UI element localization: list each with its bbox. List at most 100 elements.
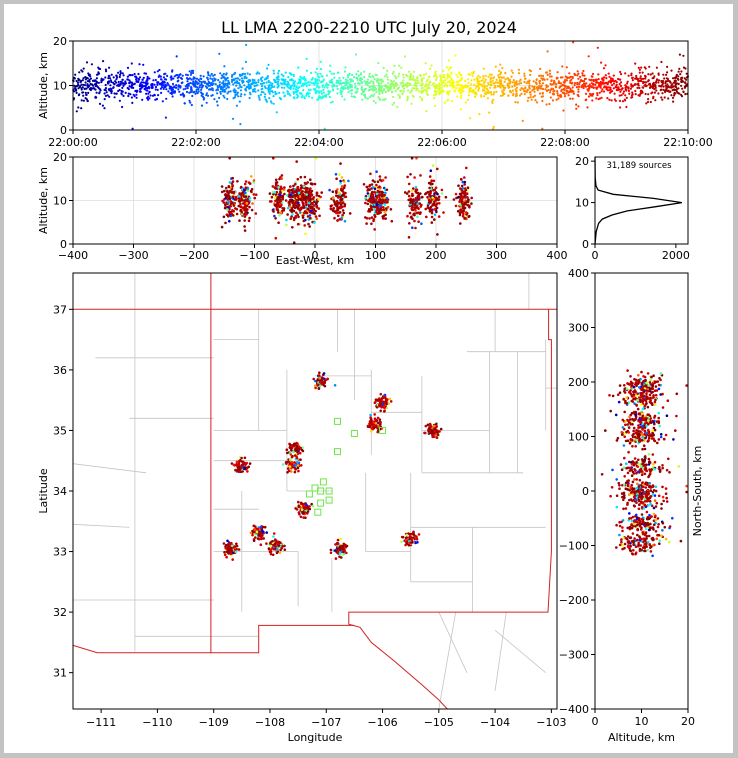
time-height-point [232, 83, 235, 86]
time-height-point [280, 73, 283, 76]
ew-point [243, 229, 247, 232]
time-height-point [188, 70, 191, 73]
ew-point [332, 206, 336, 210]
time-height-point [154, 85, 158, 89]
time-height-point [533, 85, 536, 88]
plan-view-point [433, 427, 437, 431]
ew-point [435, 202, 439, 205]
time-height-point [274, 93, 277, 96]
time-height-point [181, 92, 184, 95]
time-height-point [147, 95, 150, 98]
time-height-point [264, 86, 267, 89]
time-height-point [486, 85, 489, 88]
time-height-point [412, 77, 415, 80]
plan-view-point [379, 423, 382, 426]
time-height-point [267, 88, 270, 91]
time-height-point [384, 90, 387, 94]
time-height-point [639, 75, 642, 78]
time-height-point [200, 81, 203, 84]
time-height-point [665, 77, 669, 80]
time-height-point [454, 54, 457, 57]
time-height-point [207, 80, 210, 84]
time-height-point [383, 98, 386, 101]
time-height-point [102, 60, 105, 63]
station-marker [305, 490, 313, 498]
plan-view-point [323, 384, 327, 388]
time-height-point [157, 81, 160, 84]
plan-view-point [260, 534, 263, 538]
time-height-point [223, 65, 226, 68]
time-height-point [597, 98, 600, 101]
ew-point [464, 202, 468, 206]
time-height-point [200, 88, 203, 91]
ns-point [661, 529, 664, 532]
ew-point [433, 208, 436, 211]
ew-point [338, 173, 341, 176]
time-height-point [372, 86, 375, 89]
time-height-point [95, 96, 98, 99]
state-boundary-east-south [348, 309, 552, 709]
time-height-point [79, 80, 82, 83]
ew-point [313, 221, 316, 224]
ew-point [314, 215, 318, 218]
ew-point [409, 173, 412, 176]
time-height-point [600, 90, 603, 93]
time-height-point [538, 79, 542, 83]
time-height-point [647, 79, 650, 82]
ew-point [277, 204, 280, 207]
ew-point [244, 191, 247, 195]
plan-view-point [251, 531, 255, 534]
time-height-point [507, 79, 510, 82]
time-height-point [520, 92, 523, 95]
time-height-point [220, 77, 223, 80]
time-height-point [507, 94, 510, 97]
time-height-point [583, 77, 587, 81]
time-height-point [643, 81, 647, 84]
time-height-point [679, 73, 682, 76]
ew-point [276, 197, 279, 200]
time-height-point [643, 74, 647, 77]
time-height-point [446, 99, 449, 102]
time-height-point [556, 92, 559, 95]
time-height-point [214, 83, 217, 86]
time-height-point [218, 81, 221, 84]
ew-point [373, 190, 376, 194]
time-height-point [324, 94, 327, 98]
time-height-point [223, 96, 226, 99]
time-height-point [115, 92, 118, 95]
plan-view-point [222, 542, 226, 545]
time-height-point [200, 104, 204, 107]
time-height-point [150, 83, 153, 86]
plan-view-point [249, 531, 253, 535]
time-height-point [624, 84, 627, 87]
plan-view-point [430, 431, 433, 435]
time-height-point [157, 94, 160, 97]
ew-point [292, 191, 295, 195]
time-height-point [674, 83, 678, 86]
time-height-point [490, 91, 493, 94]
time-height-point [289, 72, 292, 75]
ns-point [626, 535, 630, 538]
plan-view-point [279, 541, 282, 544]
time-height-point [482, 75, 485, 78]
time-height-point [478, 113, 481, 116]
plan-view-point [439, 427, 443, 431]
time-height-point [529, 73, 532, 77]
plan-view-point [426, 423, 430, 427]
ew-point [373, 180, 376, 184]
time-height-point [504, 78, 507, 81]
time-height-point [531, 85, 534, 88]
time-height-point [568, 76, 571, 79]
time-height-point [178, 90, 181, 93]
time-height-point [428, 75, 431, 78]
time-height-point [611, 79, 615, 82]
plan-view-point [238, 459, 241, 463]
time-height-point [146, 89, 149, 92]
time-height-point [648, 65, 651, 68]
plan-view-point [379, 392, 383, 396]
time-height-point [520, 82, 523, 85]
plan-view-map [73, 273, 557, 709]
time-height-point [85, 76, 88, 79]
station-marker [317, 499, 325, 507]
ew-point [382, 208, 386, 211]
